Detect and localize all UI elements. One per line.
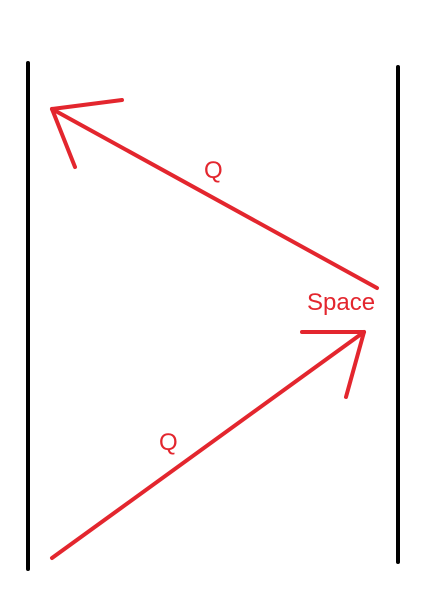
upper-arrow-shaft (50, 107, 379, 290)
upper-arrow-head-top (50, 98, 124, 111)
lower-arrow (50, 330, 366, 560)
upper-arrow-label: Q (204, 157, 223, 184)
lower-arrow-head-bottom (344, 330, 366, 399)
turn-point-label: Space (307, 289, 375, 316)
lower-arrow-label: Q (159, 429, 178, 456)
lower-arrow-shaft (50, 330, 366, 560)
upper-arrow-head-bottom (50, 107, 77, 169)
upper-arrow (50, 98, 379, 290)
